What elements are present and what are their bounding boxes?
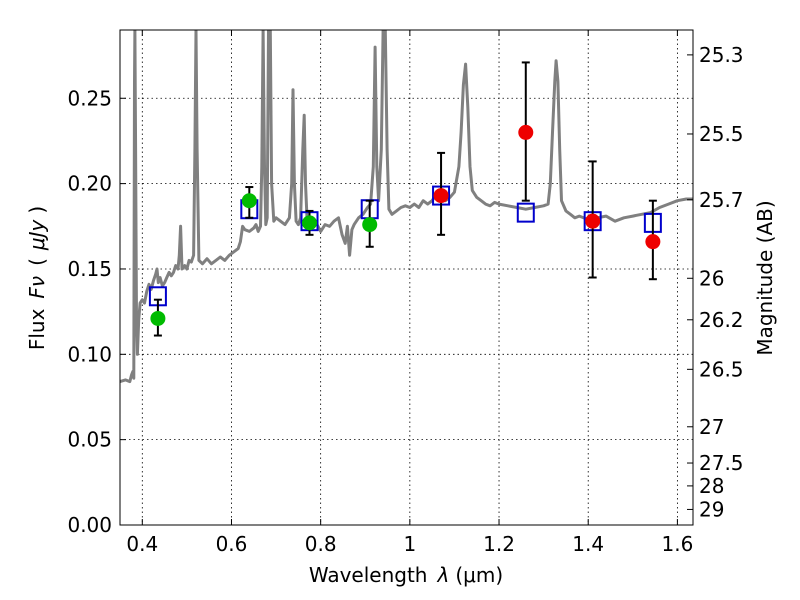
x-axis-label-text: Wavelength	[309, 563, 428, 587]
y-tick-label: 0.20	[67, 172, 112, 196]
x-axis-symbol: λ	[437, 563, 450, 587]
x-axis-label: Wavelength λ (μm)	[309, 563, 503, 587]
ticks: 0.4 0.6 0.8 1 1.2 1.4 1.6 0.00 0.05 0.10 0.15 0.20 0…	[67, 30, 744, 556]
observed-data-point	[302, 215, 318, 231]
observed-data-point	[150, 310, 166, 326]
y-tick-label: 0.10	[67, 342, 112, 366]
y-axis-symbol: Fν	[25, 276, 49, 299]
x-tick-label: 0.6	[216, 532, 248, 556]
plot-background	[120, 30, 693, 525]
mag-tick-label: 27.5	[699, 451, 744, 475]
mag-tick-label: 25.3	[699, 43, 744, 67]
x-tick-label: 0.8	[305, 532, 337, 556]
mag-tick-label: 28	[699, 474, 724, 498]
y-tick-label: 0.05	[67, 428, 112, 452]
plot-frame	[119, 29, 694, 526]
y-axis-paren-close: )	[25, 206, 49, 214]
observed-data-point	[433, 188, 449, 204]
observed-data-point	[241, 193, 257, 209]
observed-data-point	[645, 234, 661, 250]
x-tick-label: 1.4	[572, 532, 604, 556]
x-tick-label: 1.6	[661, 532, 693, 556]
y-axis-unit: μJy	[25, 218, 49, 251]
y-axis-label-text: Flux	[25, 308, 49, 350]
y-tick-label: 0.00	[67, 513, 112, 537]
mag-tick-label: 25.5	[699, 122, 744, 146]
x-axis-unit: (μm)	[455, 563, 503, 587]
right-axis-label: Magnitude (AB)	[753, 200, 777, 355]
mag-tick-label: 26.2	[699, 308, 744, 332]
x-tick-label: 1	[403, 532, 416, 556]
mag-tick-label: 26.5	[699, 357, 744, 381]
model-photometry-square	[516, 202, 535, 223]
mag-tick-label: 29	[699, 497, 724, 521]
observed-data-point	[518, 124, 534, 140]
mag-tick-label: 26	[699, 266, 724, 290]
x-tick-label: 0.4	[126, 532, 158, 556]
y-axis-paren-open: (	[25, 258, 49, 266]
observed-data-point	[362, 217, 378, 233]
y-axis-label: Flux Fν ( μJy)	[25, 206, 49, 350]
mag-tick-label: 25.7	[699, 188, 744, 212]
observed-data-point	[585, 213, 601, 229]
x-tick-label: 1.2	[483, 532, 515, 556]
y-tick-label: 0.15	[67, 257, 112, 281]
y-tick-label: 0.25	[67, 86, 112, 110]
series-layer	[120, 30, 693, 384]
mag-tick-label: 27	[699, 415, 724, 439]
